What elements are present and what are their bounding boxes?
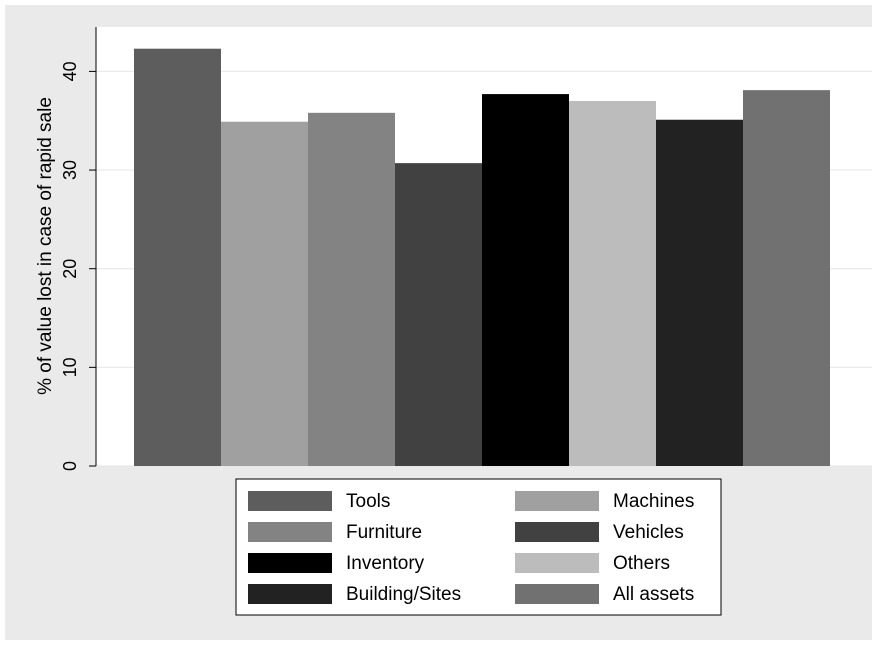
bars: [134, 48, 830, 467]
bar-all-assets: [743, 90, 830, 466]
legend-label-tools: Tools: [346, 491, 390, 512]
y-tick-label: 30: [60, 160, 80, 180]
legend-label-machines: Machines: [613, 491, 694, 512]
bar-chart: 0 10 20 30 40 % of value lost in case of rap…: [35, 27, 872, 616]
legend-key-building-sites: [248, 584, 332, 604]
legend-label-others: Others: [613, 553, 670, 574]
bar-machines: [221, 121, 308, 466]
bar-inventory: [482, 94, 569, 467]
y-axis-label: % of value lost in case of rapid sale: [35, 97, 56, 395]
bar-others: [569, 100, 656, 466]
y-tick-label: 10: [60, 357, 80, 377]
y-tick-label: 40: [60, 61, 80, 81]
legend-label-all-assets: All assets: [613, 584, 694, 605]
legend: Tools Machines Furniture Vehicles Inventory O…: [235, 478, 722, 616]
legend-key-machines: [515, 491, 599, 511]
legend-key-vehicles: [515, 522, 599, 542]
chart-figure: 0 10 20 30 40 % of value lost in case of rap…: [5, 5, 872, 640]
legend-key-tools: [248, 491, 332, 511]
bar-furniture: [308, 112, 395, 466]
bar-building-sites: [656, 119, 743, 467]
bar-tools: [134, 48, 221, 466]
y-tick-label: 0: [60, 461, 80, 471]
legend-label-vehicles: Vehicles: [613, 522, 684, 543]
y-tick-label: 20: [60, 259, 80, 279]
legend-key-all-assets: [515, 584, 599, 604]
y-axis-ticks: 0 10 20 30 40: [60, 61, 96, 471]
legend-label-inventory: Inventory: [346, 553, 425, 574]
bar-vehicles: [395, 163, 482, 466]
legend-key-furniture: [248, 522, 332, 542]
legend-label-furniture: Furniture: [346, 522, 422, 543]
legend-label-building-sites: Building/Sites: [346, 584, 461, 605]
legend-key-inventory: [248, 553, 332, 573]
legend-key-others: [515, 553, 599, 573]
